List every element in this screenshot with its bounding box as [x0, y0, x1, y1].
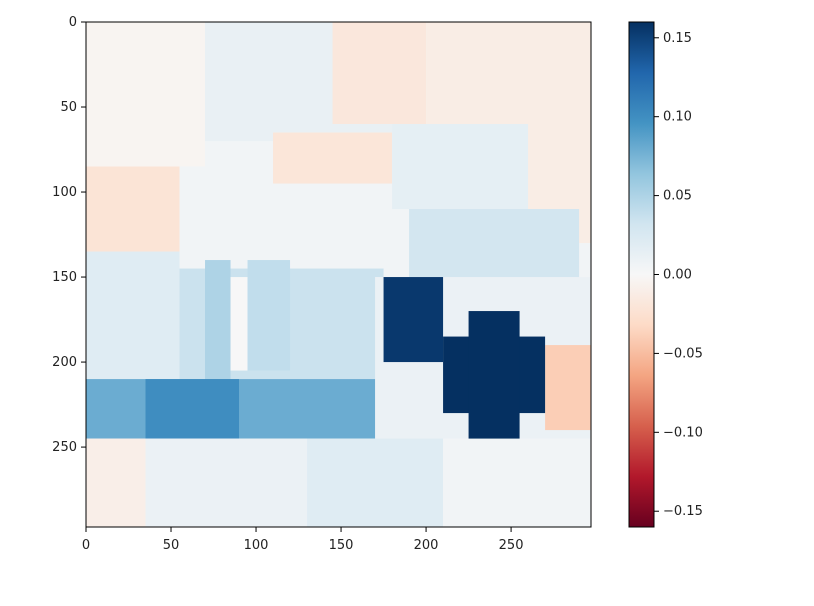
- heatmap-region-9: [86, 251, 180, 380]
- heatmap-region-20: [443, 438, 591, 527]
- colorbar-tick-label: 0.15: [663, 31, 692, 46]
- x-tick-label: 250: [499, 538, 524, 553]
- heatmap-region-16: [145, 379, 240, 439]
- colorbar-tick-label: 0.00: [663, 268, 692, 283]
- x-axis: 0 50 100 150 200 250: [82, 527, 524, 553]
- heatmap-region-22: [383, 277, 444, 363]
- heatmap-region-19: [307, 438, 444, 527]
- colorbar-tick-label: −0.10: [663, 425, 703, 440]
- colorbar: [628, 21, 655, 528]
- heatmap-cells: [86, 22, 591, 527]
- x-tick-label: 200: [414, 538, 439, 553]
- heatmap-region-3: [332, 22, 427, 125]
- y-tick-label: 200: [52, 355, 77, 370]
- y-tick-label: 150: [52, 270, 77, 285]
- plot-frame: [85, 21, 592, 528]
- heatmap-region-21: [545, 345, 591, 431]
- x-tick-label: 150: [329, 538, 354, 553]
- y-tick-label: 50: [60, 100, 77, 115]
- x-tick-label: 100: [244, 538, 269, 553]
- heatmap-region-1: [86, 22, 206, 167]
- y-tick-label: 0: [69, 15, 77, 30]
- heatmap-region-12: [230, 277, 248, 371]
- heatmap-region-6: [273, 132, 393, 184]
- colorbar-tick-label: 0.05: [663, 189, 692, 204]
- heatmap-region-5: [86, 166, 180, 252]
- y-tick-label: 250: [52, 440, 77, 455]
- heatmap-region-17: [86, 438, 146, 527]
- heatmap-region-13: [247, 260, 291, 371]
- colorbar-axis: 0.15 0.10 0.05 0.00 −0.05 −0.10 −0.15: [654, 31, 703, 519]
- y-tick-label: 100: [52, 185, 77, 200]
- heatmap-region-24: [468, 311, 520, 439]
- colorbar-tick-label: −0.15: [663, 504, 703, 519]
- colorbar-tick-label: 0.10: [663, 110, 692, 125]
- y-axis: 0 50 100 150 200 250: [52, 15, 86, 455]
- heatmap-region-11: [205, 260, 231, 388]
- colorbar-tick-label: −0.05: [663, 346, 703, 361]
- heatmap-region-18: [145, 438, 308, 527]
- heatmap-region-7: [392, 124, 529, 210]
- x-tick-label: 50: [163, 538, 180, 553]
- x-tick-label: 0: [82, 538, 90, 553]
